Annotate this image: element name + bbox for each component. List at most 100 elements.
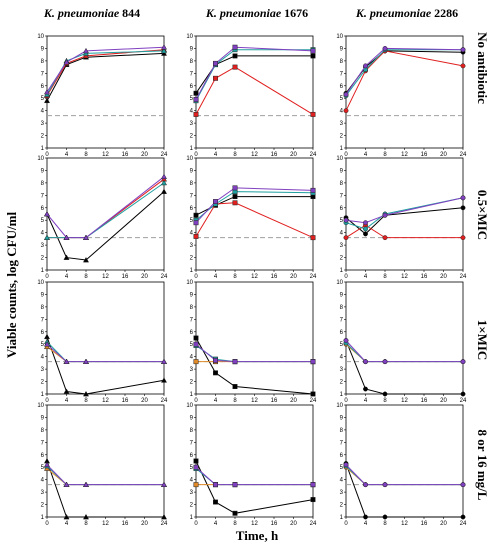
- x-tick-label: 20: [141, 398, 148, 404]
- column-titles: K. pneumoniae 844 K. pneumoniae 1676 K. …: [43, 6, 458, 20]
- data-point-purple: [43, 210, 51, 217]
- series-line-red: [195, 202, 314, 239]
- series-line-purple: [46, 464, 164, 486]
- data-point-orange: [193, 359, 199, 365]
- y-tick-label: 4: [190, 478, 194, 484]
- data-point-black: [193, 212, 199, 218]
- data-point-black: [82, 390, 90, 397]
- x-tick-label: 20: [141, 152, 148, 158]
- y-tick-label: 6: [190, 330, 194, 336]
- x-tick-label: 4: [65, 398, 69, 404]
- y-tick-label: 6: [41, 84, 45, 90]
- y-tick-label: 3: [190, 121, 194, 127]
- data-point-purple: [343, 462, 349, 468]
- y-tick-label: 6: [340, 453, 344, 459]
- data-point-red: [193, 111, 199, 117]
- data-point-black: [363, 231, 368, 237]
- data-point-black: [382, 514, 388, 520]
- data-point-purple: [460, 47, 466, 53]
- row-label-one-mic: 1×MIC: [475, 320, 490, 361]
- y-tick-label: 6: [41, 453, 45, 459]
- data-point-black: [213, 370, 218, 376]
- x-tick-label: 16: [122, 274, 129, 280]
- x-tick-label: 4: [65, 521, 69, 527]
- series-line-teal: [46, 465, 164, 486]
- y-tick-label: 3: [41, 243, 45, 249]
- y-tick-label: 9: [340, 168, 344, 174]
- y-tick-label: 10: [37, 34, 44, 40]
- series-line-black: [345, 340, 463, 395]
- column-title-1676: K. pneumoniae 1676: [205, 6, 308, 20]
- x-tick-label: 0: [194, 274, 198, 280]
- y-tick-label: 8: [41, 59, 45, 65]
- y-tick-label: 7: [340, 71, 344, 77]
- y-tick-label: 6: [190, 453, 194, 459]
- row-label-no-antibiotic: No antibiotic: [475, 32, 490, 104]
- series-line-teal: [345, 197, 464, 230]
- x-tick-label: 20: [440, 152, 447, 158]
- y-tick-label: 10: [336, 156, 343, 162]
- data-point-purple: [213, 357, 218, 363]
- series-line-black: [195, 55, 313, 94]
- x-tick-label: 24: [310, 152, 317, 158]
- data-point-purple: [160, 481, 168, 487]
- y-tick-label: 5: [190, 218, 194, 224]
- y-tick-label: 10: [336, 403, 343, 409]
- y-tick-label: 3: [41, 367, 45, 373]
- y-tick-label: 6: [340, 84, 344, 90]
- x-tick-label: 12: [251, 274, 258, 280]
- y-tick-label: 1: [41, 146, 45, 152]
- data-point-purple: [193, 464, 199, 470]
- series-line-purple: [345, 47, 464, 95]
- x-tick-label: 0: [194, 152, 198, 158]
- data-point-black: [363, 386, 368, 392]
- y-tick-label: 4: [41, 355, 45, 361]
- data-point-teal: [160, 179, 168, 186]
- y-tick-label: 1: [340, 392, 344, 398]
- x-tick-label: 0: [194, 521, 198, 527]
- y-tick-label: 5: [190, 342, 194, 348]
- data-point-red: [193, 233, 199, 239]
- y-tick-label: 5: [41, 465, 45, 471]
- data-point-purple: [460, 482, 466, 488]
- x-tick-label: 24: [310, 521, 317, 527]
- x-tick-label: 8: [233, 521, 237, 527]
- y-tick-label: 1: [340, 146, 344, 152]
- y-tick-label: 8: [190, 305, 194, 311]
- data-point-black: [63, 254, 70, 260]
- x-tick-label: 16: [271, 398, 278, 404]
- x-tick-label: 0: [45, 274, 49, 280]
- y-tick-label: 3: [190, 490, 194, 496]
- x-tick-label: 0: [344, 274, 348, 280]
- series-line-red: [47, 178, 165, 239]
- data-point-purple: [82, 358, 90, 364]
- row-label-half-mic: 0.5×MIC: [475, 190, 490, 240]
- data-point-red: [232, 64, 238, 70]
- data-point-purple: [382, 482, 388, 488]
- series-line-black: [195, 196, 313, 216]
- y-tick-label: 10: [186, 280, 193, 286]
- x-tick-label: 12: [251, 521, 258, 527]
- data-point-purple: [193, 341, 199, 347]
- y-tick-label: 1: [41, 392, 45, 398]
- x-tick-label: 12: [401, 398, 408, 404]
- data-point-black: [232, 384, 238, 389]
- data-point-black: [382, 391, 388, 397]
- data-point-red: [310, 235, 316, 241]
- data-point-teal: [363, 226, 368, 232]
- data-point-black: [232, 510, 238, 516]
- y-tick-label: 2: [190, 503, 194, 509]
- data-point-black: [363, 514, 368, 520]
- y-tick-label: 8: [190, 59, 194, 65]
- y-tick-label: 7: [41, 440, 45, 446]
- y-tick-label: 4: [190, 231, 194, 237]
- y-tick-label: 3: [340, 243, 344, 249]
- x-tick-label: 16: [421, 398, 428, 404]
- data-point-purple: [63, 358, 70, 364]
